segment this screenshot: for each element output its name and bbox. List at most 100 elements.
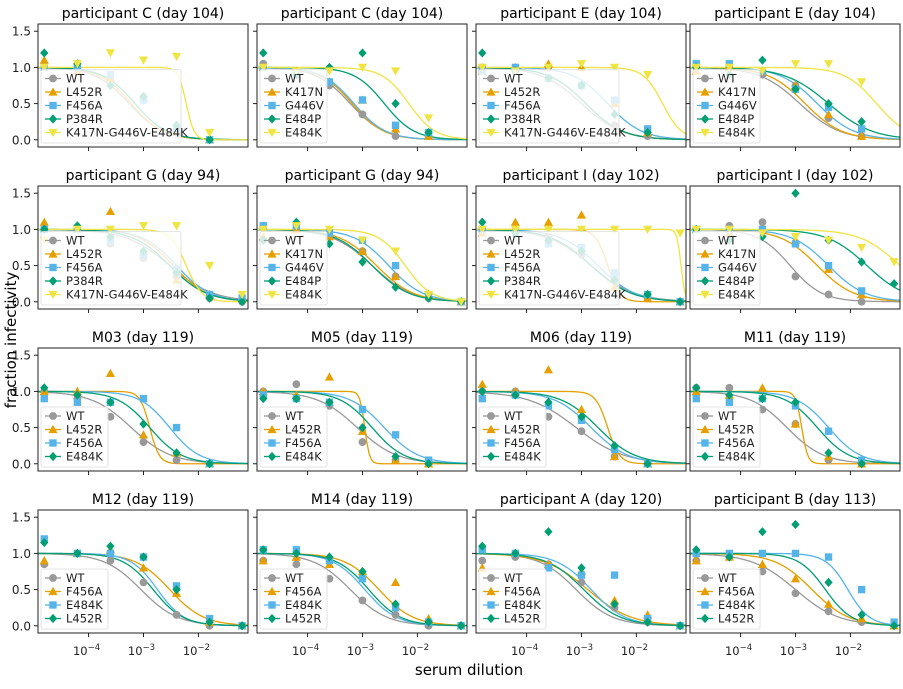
panel-15: participant A (day 120) 10−4 10−3 10−2 WTF45…: [472, 492, 687, 658]
x-tick-label: 10−3: [780, 643, 807, 658]
data-point-p384r: [478, 48, 487, 58]
fit-curve-e484k: [690, 228, 900, 267]
data-point-l452r: [610, 599, 619, 609]
legend-marker-l452r: [48, 87, 58, 96]
data-point-e484k: [106, 549, 115, 558]
data-point-l452r: [577, 563, 586, 573]
data-point-l452r: [544, 527, 553, 537]
legend-marker-l452r: [267, 424, 277, 434]
data-point-l452r: [358, 566, 367, 577]
data-point-wt: [824, 607, 833, 616]
data-point-wt: [577, 578, 586, 587]
data-point-l452r: [324, 372, 335, 381]
legend-marker-e484p: [267, 276, 277, 286]
legend-label: L452R: [504, 247, 540, 261]
data-point-k417n-g446v-e484k: [72, 225, 82, 235]
panel-title: M05 (day 119): [311, 330, 413, 346]
legend-marker-f456a: [267, 586, 277, 596]
data-point-k417n-g446v-e484k: [72, 60, 82, 69]
legend-marker-wt: [268, 412, 276, 420]
panels-container: participant C (day 104)0.00.51.01.5WTL45…: [12, 6, 901, 658]
data-point-k417n-g446v-e484k: [643, 70, 653, 80]
data-point-k417n-g446v-e484k: [477, 225, 487, 235]
plot-area: [257, 372, 467, 469]
data-point-e484k: [357, 63, 368, 73]
data-point-p384r: [237, 297, 247, 307]
panel-title: M14 (day 119): [311, 492, 413, 508]
panel-16: participant B (day 113) 10−4 10−3 10−2 WTF45…: [686, 492, 901, 658]
data-point-k417n-g446v-e484k: [105, 49, 116, 58]
legend-marker-k417n-g446v-e484k: [48, 290, 58, 300]
data-point-wt: [758, 405, 767, 414]
legend-label: E484K: [285, 450, 322, 464]
legend-box: [40, 69, 182, 144]
legend-label: E484K: [285, 126, 322, 140]
legend-label: L452R: [66, 247, 102, 261]
legend-marker-e484k: [267, 128, 277, 138]
legend-marker-wt: [268, 574, 276, 582]
panel-6: participant G (day 94) WTK417NG446VE484PE…: [253, 168, 468, 313]
x-tick-label: 10−2: [183, 643, 210, 658]
legend-label: WT: [718, 571, 737, 585]
legend-label: L452R: [66, 85, 102, 99]
legend-label: K417N: [285, 85, 323, 99]
legend-marker-p384r: [48, 114, 58, 124]
data-point-e484k: [857, 78, 867, 87]
data-point-f456a: [391, 431, 400, 439]
data-point-wt: [172, 456, 181, 465]
y-axis-label: fraction infectivity: [2, 272, 20, 409]
data-point-e484k: [857, 243, 867, 253]
legend-label: F456A: [718, 436, 755, 450]
data-point-wt: [478, 556, 487, 565]
data-point-p384r: [40, 48, 49, 58]
legend-box: [259, 406, 328, 468]
panel-2: participant C (day 104) WTK417NG446VE484P…: [253, 6, 468, 151]
data-point-f456a: [40, 394, 48, 403]
panel-title: participant E (day 104): [500, 6, 662, 22]
legend-marker-f456a: [487, 439, 495, 447]
legend-label: E484K: [504, 450, 541, 464]
data-point-e484p: [424, 127, 433, 138]
data-point-e484k: [823, 236, 834, 245]
legend-label: L452R: [718, 612, 754, 626]
legend-marker-f456a: [700, 586, 710, 596]
data-point-e484k: [292, 394, 301, 404]
panel-1: participant C (day 104) 0.0 0.5 1.0 1.5 WTL45…: [12, 6, 249, 151]
legend-marker-e484k: [268, 601, 276, 609]
data-point-f456a: [138, 563, 149, 572]
data-point-l452r: [40, 537, 49, 548]
data-point-e484k: [692, 383, 701, 393]
data-point-wt: [106, 412, 115, 421]
data-point-g446v: [358, 96, 367, 104]
panel-title: M03 (day 119): [92, 330, 194, 346]
legend-marker-k417n: [700, 249, 710, 258]
legend-box: [692, 568, 761, 630]
legend-label: E484P: [285, 112, 321, 126]
data-point-p384r: [205, 293, 214, 303]
data-point-l452r: [791, 519, 800, 530]
data-point-e484k: [889, 258, 899, 267]
data-point-e484k: [643, 459, 652, 469]
data-point-e484k: [390, 247, 401, 256]
legend-marker-wt: [49, 74, 57, 83]
data-point-e484p: [358, 257, 367, 267]
legend-marker-f456a: [486, 586, 496, 596]
legend-label: WT: [504, 72, 523, 86]
data-point-e484k: [358, 422, 367, 433]
data-point-p384r: [478, 217, 487, 227]
data-point-f456a: [390, 577, 401, 587]
legend-label: E484K: [285, 598, 322, 612]
y-tick-label: 0.0: [12, 457, 31, 471]
legend-label: WT: [285, 409, 304, 423]
y-tick-label: 0.5: [12, 259, 31, 273]
data-point-l452r: [477, 379, 487, 388]
x-tick-label: 10−4: [292, 643, 319, 658]
legend-box: [259, 568, 328, 630]
legend-label: G446V: [285, 99, 324, 113]
data-point-f456a: [172, 423, 181, 432]
